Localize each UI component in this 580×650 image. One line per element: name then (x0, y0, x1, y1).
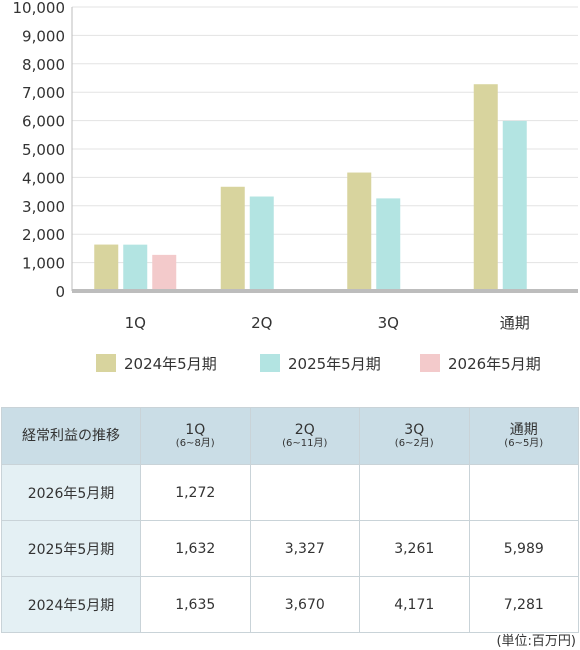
bar-chart: 10,000 9,000 8,000 7,000 6,000 5,000 4,000 3,00… (13, 0, 578, 373)
bar (347, 172, 372, 291)
table-cell (249, 464, 360, 521)
column-period: (6~5月) (504, 437, 544, 449)
column-header-2q: 2Q (6~11月) (249, 407, 360, 465)
chart-legend: 2024年5月期 2025年5月期 2026年5月期 (96, 354, 541, 373)
table-cell (359, 464, 470, 521)
bar (152, 254, 177, 291)
y-tick-label: 7,000 (22, 84, 65, 102)
y-tick-label: 8,000 (22, 56, 65, 74)
column-header-full-year: 通期 (6~5月) (468, 407, 579, 465)
row-label: 2024年5月期 (1, 576, 141, 633)
legend-swatch (96, 354, 116, 372)
table-cell (468, 464, 579, 521)
y-tick-label: 0 (55, 283, 65, 301)
x-tick-label: 3Q (378, 314, 399, 332)
legend-swatch (260, 354, 280, 372)
column-label: 3Q (404, 421, 425, 438)
y-tick-label: 5,000 (22, 141, 65, 159)
y-tick-label: 6,000 (22, 113, 65, 131)
bar (249, 196, 274, 291)
x-tick-label: 2Q (251, 314, 272, 332)
table-cell: 3,670 (249, 576, 360, 633)
y-tick-label: 1,000 (22, 255, 65, 273)
x-tick-label: 通期 (500, 314, 530, 332)
y-tick-label: 2,000 (22, 226, 65, 244)
chart-bars (94, 84, 527, 291)
unit-note: (単位:百万円) (496, 634, 576, 649)
x-axis: 1Q 2Q 3Q 通期 (72, 289, 578, 332)
table-row: 2024年5月期 1,635 3,670 4,171 7,281 (1, 576, 579, 633)
column-label: 1Q (185, 421, 206, 438)
y-tick-label: 9,000 (22, 27, 65, 45)
legend-swatch (420, 354, 440, 372)
table-cell: 5,989 (468, 520, 579, 577)
bar (473, 84, 498, 291)
table-row: 2025年5月期 1,632 3,327 3,261 5,989 (1, 520, 579, 577)
table-cell: 3,261 (359, 520, 470, 577)
y-tick-label: 4,000 (22, 169, 65, 187)
y-tick-label: 10,000 (13, 0, 66, 17)
bar (94, 244, 119, 291)
column-header-3q: 3Q (6~2月) (359, 407, 470, 465)
x-tick-label: 1Q (125, 314, 146, 332)
legend-label: 2024年5月期 (124, 355, 217, 373)
row-label: 2025年5月期 (1, 520, 141, 577)
bar (220, 186, 245, 291)
table-cell: 4,171 (359, 576, 470, 633)
table-corner-label: 経常利益の推移 (1, 407, 141, 465)
column-label: 通期 (509, 421, 538, 438)
chart-gridlines (72, 6, 578, 292)
column-period: (6~2月) (394, 437, 434, 449)
column-label: 2Q (294, 421, 315, 438)
column-period: (6~11月) (282, 437, 328, 449)
column-period: (6~8月) (175, 437, 215, 449)
table-cell: 1,632 (140, 520, 251, 577)
table-cell: 1,635 (140, 576, 251, 633)
table-cell: 1,272 (140, 464, 251, 521)
legend-label: 2026年5月期 (448, 355, 541, 373)
column-header-1q: 1Q (6~8月) (140, 407, 251, 465)
y-axis: 10,000 9,000 8,000 7,000 6,000 5,000 4,000 3,00… (13, 0, 73, 301)
table-header-row: 経常利益の推移 1Q (6~8月) 2Q (6~11月) 3Q (6~2月) 通… (1, 407, 579, 465)
legend-label: 2025年5月期 (288, 355, 381, 373)
ordinary-profit-table: 経常利益の推移 1Q (6~8月) 2Q (6~11月) 3Q (6~2月) 通… (1, 407, 579, 633)
table-cell: 7,281 (468, 576, 579, 633)
bar (123, 244, 148, 291)
bar (502, 120, 527, 291)
y-tick-label: 3,000 (22, 198, 65, 216)
row-label: 2026年5月期 (1, 464, 141, 521)
table-cell: 3,327 (249, 520, 360, 577)
table-row: 2026年5月期 1,272 (1, 464, 579, 521)
bar (376, 198, 401, 291)
